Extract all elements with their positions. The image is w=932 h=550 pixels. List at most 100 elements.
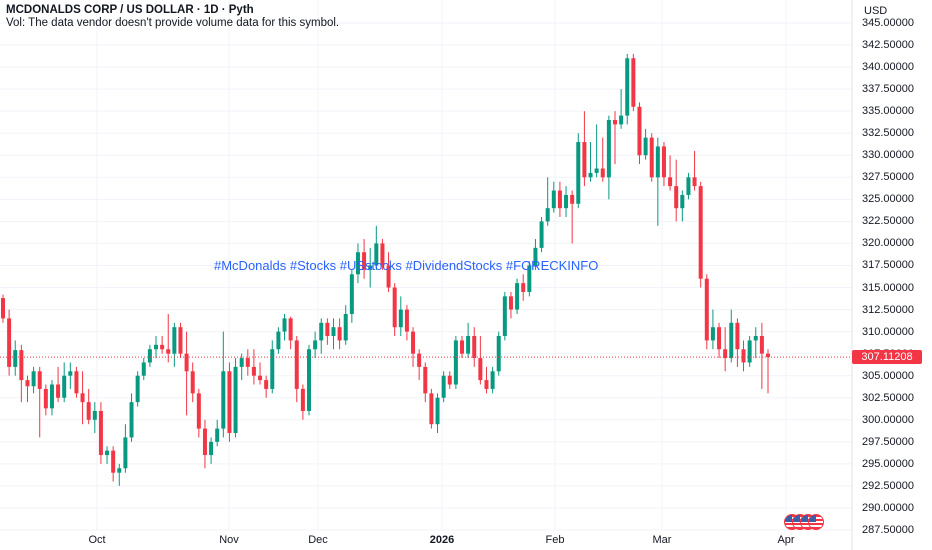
candle-body <box>741 349 746 363</box>
candle-body <box>86 402 91 420</box>
chart-annotation[interactable]: #McDonalds #Stocks #USstocks #DividendSt… <box>214 258 599 273</box>
candle-body <box>239 358 244 367</box>
candle-body <box>37 371 42 389</box>
y-tick-label: 305.00000 <box>862 369 914 382</box>
candle-body <box>582 142 587 178</box>
candle-body <box>508 296 513 310</box>
y-tick-label: 302.50000 <box>862 391 914 404</box>
candle-body <box>637 106 642 156</box>
candle-body <box>539 221 544 248</box>
candle-body <box>600 168 605 178</box>
candle-body <box>25 380 30 387</box>
candle-body <box>753 336 758 341</box>
y-tick-label: 320.00000 <box>862 237 914 250</box>
candle-body <box>570 194 575 204</box>
candle-body <box>484 380 489 389</box>
candle-body <box>453 340 458 385</box>
us-flag-icon[interactable] <box>808 514 824 530</box>
y-tick-label: 290.00000 <box>862 501 914 514</box>
candle-body <box>294 340 299 389</box>
candle-body <box>202 428 207 456</box>
x-tick-label: 2026 <box>429 534 455 546</box>
candle-body <box>325 322 330 337</box>
candle-body <box>135 375 140 403</box>
candle-body <box>178 327 183 354</box>
candle-body <box>441 375 446 398</box>
candle-body <box>1 298 5 319</box>
y-tick-label: 292.50000 <box>862 479 914 492</box>
candle-body <box>735 322 740 350</box>
y-tick-label: 340.00000 <box>862 61 914 74</box>
candle-body <box>270 349 275 389</box>
candle-body <box>19 350 24 381</box>
candle-body <box>160 344 165 350</box>
candle-body <box>386 265 391 288</box>
candle-body <box>398 309 403 328</box>
candle-body <box>606 119 611 178</box>
candle-body <box>7 318 12 367</box>
candle-body <box>533 247 538 266</box>
candle-body <box>515 283 520 310</box>
candle-body <box>74 371 79 394</box>
us-flag-events-icon[interactable] <box>784 514 830 530</box>
candle-body <box>68 371 73 376</box>
candle-body <box>337 327 342 341</box>
candle-body <box>80 393 85 403</box>
candle-body <box>619 115 624 125</box>
y-tick-label: 310.00000 <box>862 325 914 338</box>
candle-body <box>557 190 562 209</box>
candle-body <box>300 388 305 411</box>
x-tick-label: Feb <box>545 534 565 546</box>
y-tick-label: 335.00000 <box>862 105 914 118</box>
currency-label[interactable]: USD <box>864 5 888 17</box>
candle-body <box>686 177 691 195</box>
candle-body <box>594 168 599 173</box>
candle-body <box>417 353 422 367</box>
candle-body <box>674 186 679 209</box>
candle-body <box>447 375 452 385</box>
candle-body <box>251 366 256 376</box>
y-tick-label: 322.50000 <box>862 215 914 228</box>
candle-body <box>258 375 263 381</box>
candle-body <box>227 371 232 434</box>
y-tick-label: 330.00000 <box>862 149 914 162</box>
candle-body <box>123 437 128 469</box>
candle-body <box>668 177 673 187</box>
candle-body <box>362 252 367 270</box>
candle-body <box>392 287 397 328</box>
candle-body <box>190 371 195 394</box>
candle-body <box>649 137 654 178</box>
candle-body <box>368 265 373 270</box>
candle-body <box>282 318 287 332</box>
candle-body <box>245 358 250 367</box>
candle-body <box>221 371 226 429</box>
candle-body <box>111 450 116 473</box>
symbol-title: MCDONALDS CORP / US DOLLAR · 1D · Pyth <box>6 4 254 16</box>
candle-body <box>147 349 152 363</box>
candle-body <box>172 327 177 354</box>
candle-body <box>374 243 379 266</box>
x-tick-label: Apr <box>777 534 795 546</box>
candle-body <box>411 331 416 354</box>
candle-body <box>490 371 495 389</box>
candle-body <box>355 252 360 275</box>
candle-body <box>576 142 581 204</box>
candle-body <box>631 58 636 107</box>
candle-body <box>435 397 440 425</box>
candle-body <box>13 350 18 367</box>
candle-body <box>545 208 550 222</box>
x-tick-label: Nov <box>219 534 239 546</box>
candle-body <box>313 340 318 350</box>
candle-body <box>717 327 722 350</box>
candle-body <box>98 410 103 456</box>
y-tick-label: 337.50000 <box>862 83 914 96</box>
candle-body <box>496 336 501 372</box>
candle-body <box>288 318 293 341</box>
candle-body <box>661 146 666 178</box>
x-tick-label: Dec <box>308 534 328 546</box>
candle-body <box>129 402 134 438</box>
candle-body <box>759 336 764 354</box>
candle-body <box>460 340 464 354</box>
candle-body <box>692 177 697 187</box>
